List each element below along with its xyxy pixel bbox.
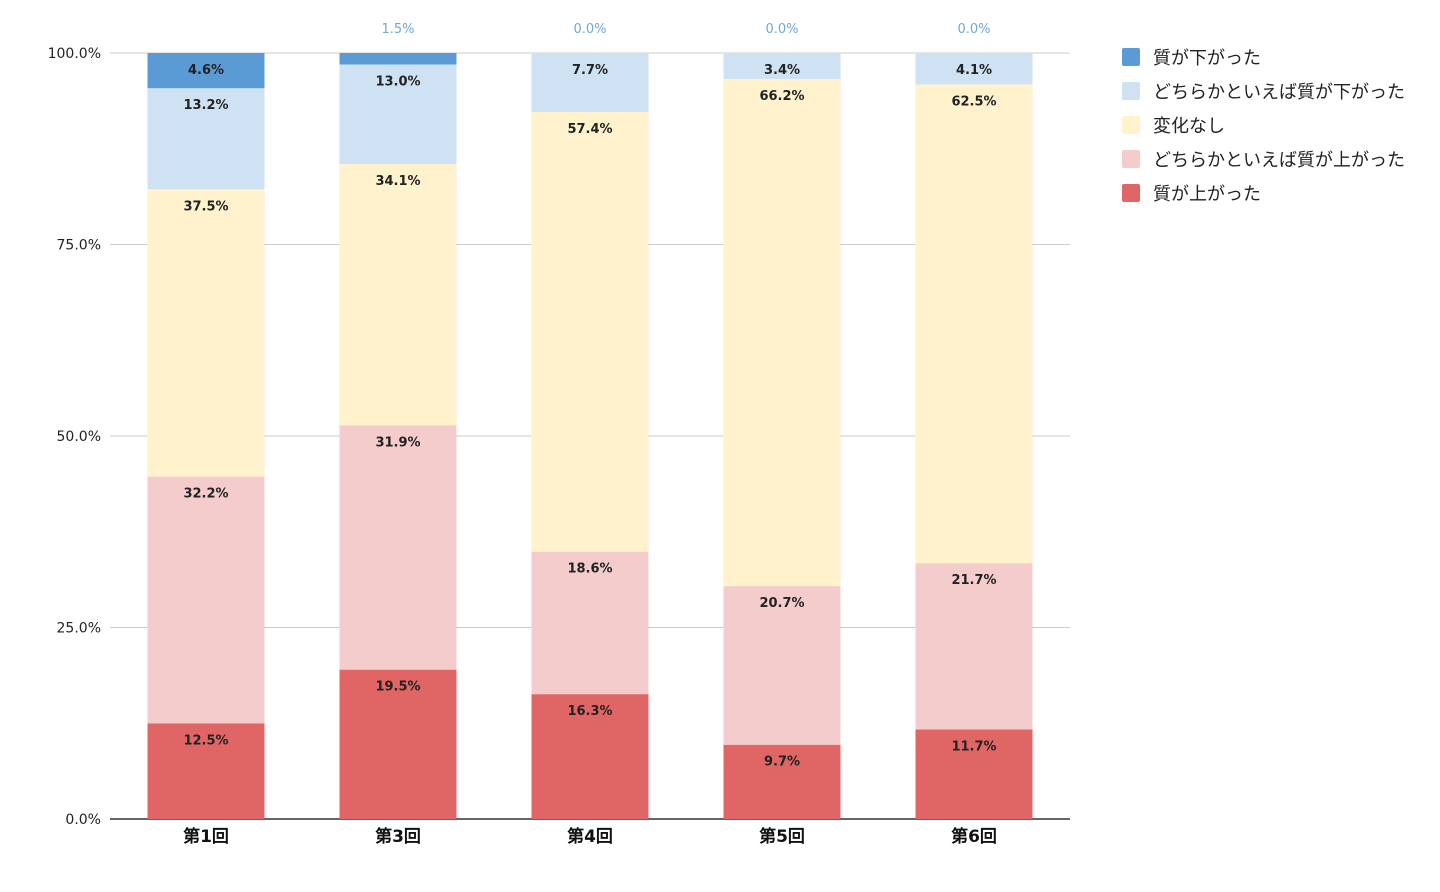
data-labels: 12.5% 32.2% 37.5% 13.2% 4.6% 19.5% 31.9% 34.1% 1… [183, 22, 996, 770]
y-axis-ticks: 0.0% 25.0% 50.0% 75.0% 100.0% [48, 46, 101, 828]
y-tick-label: 75.0% [57, 238, 101, 254]
legend-label: 変化なし [1153, 116, 1225, 137]
legend-item: 変化なし [1122, 108, 1405, 142]
legend-item: どちらかといえば質が下がった [1122, 74, 1405, 108]
bar-segment [723, 586, 841, 745]
bar-segment [531, 694, 649, 819]
data-label: 34.1% [375, 174, 420, 189]
data-label: 20.7% [759, 596, 804, 611]
y-tick-label: 25.0% [57, 621, 101, 637]
bar-segment [339, 53, 457, 65]
bar-segment [147, 189, 265, 477]
bar-segment [723, 744, 841, 819]
bar-segment [339, 669, 457, 819]
legend-swatch [1122, 184, 1140, 202]
bar-segment [339, 425, 457, 670]
data-label: 4.1% [956, 63, 992, 78]
data-label: 13.0% [375, 74, 420, 89]
legend-label: 質が上がった [1153, 184, 1261, 205]
data-label: 66.2% [759, 89, 804, 104]
bar-segment [147, 88, 265, 190]
bar-segment [147, 723, 265, 819]
data-label-top: 0.0% [573, 22, 606, 37]
x-category-label: 第1回 [183, 826, 229, 847]
bar-segment [723, 53, 841, 80]
bar-segment [147, 53, 265, 89]
bars [147, 53, 1033, 819]
data-label: 3.4% [764, 63, 800, 78]
data-label: 16.3% [567, 704, 612, 719]
bar-segment [915, 53, 1033, 85]
y-tick-label: 100.0% [48, 46, 101, 62]
data-label: 32.2% [183, 487, 228, 502]
legend-swatch [1122, 116, 1140, 134]
data-label: 19.5% [375, 680, 420, 695]
bar-segment [339, 164, 457, 426]
legend-label: どちらかといえば質が上がった [1153, 150, 1405, 171]
legend-label: どちらかといえば質が下がった [1153, 82, 1405, 103]
bar-segment [915, 84, 1033, 564]
data-label: 7.7% [572, 63, 608, 78]
data-label-top: 0.0% [765, 22, 798, 37]
data-label: 12.5% [183, 733, 228, 748]
bar-segment [723, 79, 841, 587]
bar-segment [915, 563, 1033, 730]
data-label-top: 1.5% [381, 22, 414, 37]
legend-swatch [1122, 48, 1140, 66]
data-label: 9.7% [764, 755, 800, 770]
bar-segment [531, 551, 649, 695]
data-label: 62.5% [951, 94, 996, 109]
legend-swatch [1122, 82, 1140, 100]
x-category-label: 第5回 [759, 826, 805, 847]
x-axis-categories: 第1回 第3回 第4回 第5回 第6回 [183, 826, 997, 847]
bar-segment [147, 476, 265, 724]
data-label: 57.4% [567, 122, 612, 137]
data-label: 13.2% [183, 98, 228, 113]
y-tick-label: 0.0% [65, 812, 101, 828]
legend-label: 質が下がった [1153, 48, 1261, 69]
legend-item: 質が上がった [1122, 176, 1405, 210]
data-label-top: 0.0% [957, 22, 990, 37]
bar-segment [531, 53, 649, 112]
y-tick-label: 50.0% [57, 429, 101, 445]
data-label: 11.7% [951, 739, 996, 754]
legend-item: 質が下がった [1122, 40, 1405, 74]
data-label: 18.6% [567, 562, 612, 577]
data-label: 31.9% [375, 435, 420, 450]
bar-segment [915, 729, 1033, 819]
data-label: 21.7% [951, 573, 996, 588]
bar-segment [531, 111, 649, 552]
legend-item: どちらかといえば質が上がった [1122, 142, 1405, 176]
legend-swatch [1122, 150, 1140, 168]
data-label: 37.5% [183, 199, 228, 214]
bar-segment [339, 64, 457, 165]
data-label: 4.6% [188, 63, 224, 78]
x-category-label: 第4回 [567, 826, 613, 847]
x-category-label: 第3回 [375, 826, 421, 847]
legend: 質が下がったどちらかといえば質が下がった 変化なしどちらかといえば質が上がった 質が… [1122, 40, 1405, 210]
x-category-label: 第6回 [951, 826, 997, 847]
